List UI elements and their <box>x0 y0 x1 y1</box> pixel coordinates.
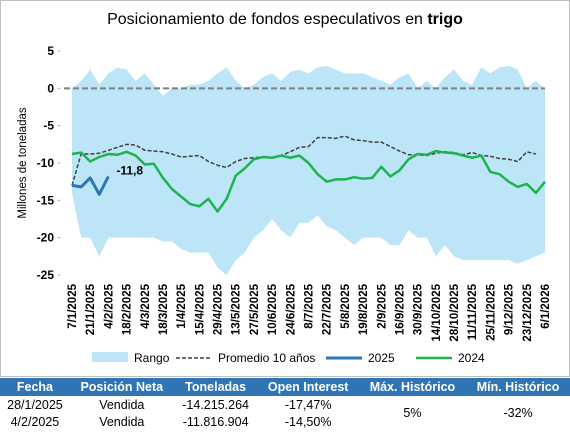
max-cell: 5% <box>403 406 422 420</box>
x-tick-label: 24/6/2025 <box>285 283 297 335</box>
table-cell: 4/2/2025 <box>10 414 60 429</box>
header-row: Fecha Posición Neta Toneladas Open Interest… <box>0 378 570 396</box>
x-tick-label: 2/9/2025 <box>376 283 388 328</box>
x-tick-label: 29/4/2025 <box>213 283 225 335</box>
chart-title: Posicionamiento de fondos especulativos … <box>107 11 463 28</box>
x-tick-label: 19/8/2025 <box>358 283 370 335</box>
x-tick-label: 9/12/2025 <box>504 283 516 335</box>
legend-item: 2024 <box>416 351 485 365</box>
legend-label: Rango <box>134 351 170 365</box>
legend-swatch <box>92 352 128 362</box>
legend-label: 2025 <box>368 351 395 365</box>
x-tick-label: 16/9/2025 <box>394 283 406 335</box>
summary-table: Fecha Posición Neta Toneladas Open Interest… <box>0 378 570 430</box>
table-cell: Vendida <box>99 397 145 412</box>
legend-label: 2024 <box>458 351 485 365</box>
x-tick-label: 4/2/2025 <box>103 283 115 328</box>
title-emphasis: trigo <box>427 11 463 28</box>
min-cell: -32% <box>503 406 533 420</box>
table-cell: 28/1/2025 <box>7 397 63 412</box>
y-tick-label: -5 <box>43 119 54 133</box>
legend-item: Rango <box>92 351 170 365</box>
y-tick-label: -10 <box>37 156 55 170</box>
table-row: 28/1/2025 Vendida -14.215.264 -17,47% 5% -32% <box>0 396 570 421</box>
x-tick-label: 18/2/2025 <box>122 283 134 335</box>
series-line <box>71 149 546 213</box>
chart: Posicionamiento de fondos especulativos … <box>0 0 570 377</box>
x-tick-label: 23/12/2025 <box>522 283 534 341</box>
x-tick-label: 14/10/2025 <box>431 283 443 341</box>
legend-label: Promedio 10 años <box>218 351 315 365</box>
table-cell: -14,50% <box>284 414 332 429</box>
x-tick-label: 21/1/2025 <box>85 283 97 335</box>
data-label: -11,8 <box>116 163 143 177</box>
y-tick-label: 5 <box>47 44 54 58</box>
range-area <box>72 65 545 275</box>
legend-item: 2025 <box>326 351 395 365</box>
x-tick-label: 28/10/2025 <box>449 283 461 341</box>
x-tick-label: 25/11/2025 <box>485 283 497 341</box>
table-cell: -11.816.904 <box>182 414 249 429</box>
y-tick-label: -20 <box>37 231 55 245</box>
x-tick-label: 7/1/2025 <box>67 283 79 328</box>
header-cell: Mín. Histórico <box>466 378 570 396</box>
y-tick-label: -25 <box>37 268 55 282</box>
table-cell: -14.215.264 <box>182 397 249 412</box>
x-tick-label: 5/8/2025 <box>340 283 352 328</box>
x-tick-label: 11/11/2025 <box>467 283 479 340</box>
series-line <box>71 175 110 196</box>
y-tick-label: 0 <box>47 81 54 95</box>
x-tick-label: 18/3/2025 <box>158 283 170 335</box>
x-tick-label: 22/7/2025 <box>322 283 334 335</box>
x-tick-label: 13/5/2025 <box>231 283 243 335</box>
header-cell: Fecha <box>0 378 70 396</box>
x-tick-label: 4/3/2025 <box>140 283 152 328</box>
x-tick-label: 8/7/2025 <box>304 283 316 328</box>
table-cell: Vendida <box>99 414 145 429</box>
header-cell: Posición Neta <box>69 378 174 396</box>
x-tick-label: 10/6/2025 <box>267 283 279 335</box>
table-body: 28/1/2025 Vendida -14.215.264 -17,47% 5% -32%… <box>0 396 570 430</box>
table-row: 4/2/2025 Vendida -11.816.904 -14,50% <box>0 413 570 430</box>
header-cell: Open Interest <box>257 378 359 396</box>
legend-item: Promedio 10 años <box>176 351 315 365</box>
y-tick-label: -15 <box>37 193 55 207</box>
header-cell: Toneladas <box>173 378 258 396</box>
y-axis-label: Millones de toneladas <box>17 107 29 218</box>
header-cell: Máx. Histórico <box>358 378 467 396</box>
x-tick-label: 6/1/2026 <box>540 284 552 329</box>
x-tick-label: 27/5/2025 <box>249 283 261 335</box>
title-text: Posicionamiento de fondos especulativos … <box>107 11 423 28</box>
table-cell: -17,47% <box>284 397 332 412</box>
x-tick-label: 15/4/2025 <box>194 283 206 335</box>
x-tick-label: 1/4/2025 <box>176 283 188 328</box>
x-tick-label: 30/9/2025 <box>413 283 425 335</box>
